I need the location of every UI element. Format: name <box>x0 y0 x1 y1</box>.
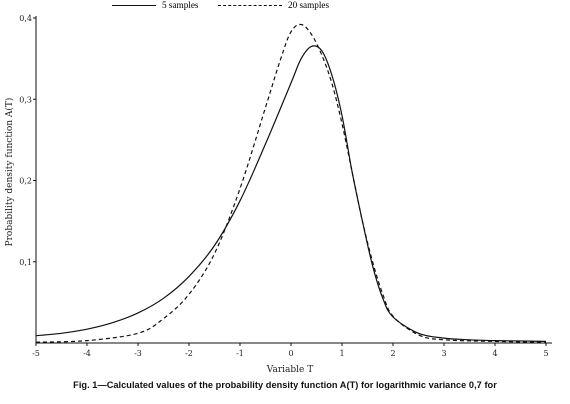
legend-item-20-samples: 20 samples <box>218 0 329 10</box>
chart: -5 -4 -3 -2 -1 0 1 2 3 4 5 0,1 0,2 0,3 0,4 Probability… <box>4 14 552 375</box>
x-tick-label: 4 <box>492 349 497 358</box>
legend-label-5-samples: 5 samples <box>162 0 199 10</box>
caption-prefix: Fig. 1 <box>73 380 98 390</box>
y-tick-label: 0,2 <box>19 177 32 186</box>
x-tick-label: 0 <box>288 349 293 358</box>
caption-text: —Calculated values of the probability de… <box>97 380 497 390</box>
y-tick-label: 0,3 <box>19 95 32 104</box>
y-tick-label: 0,1 <box>19 258 32 267</box>
series-line-20-samples <box>35 23 547 343</box>
legend-swatch-solid <box>112 4 156 6</box>
figure-caption: Fig. 1—Calculated values of the probabil… <box>0 380 570 390</box>
x-tick-label: 1 <box>339 349 344 358</box>
legend-label-20-samples: 20 samples <box>288 0 330 10</box>
x-tick-label: 5 <box>543 349 548 358</box>
x-tick-label: -4 <box>83 349 91 358</box>
x-tick-label: -2 <box>185 349 193 358</box>
axes <box>35 16 552 344</box>
series-line-5-samples <box>35 45 547 342</box>
legend-swatch-dashed <box>218 4 282 6</box>
y-tick-label: 0,4 <box>19 14 32 23</box>
ticks: -5 -4 -3 -2 -1 0 1 2 3 4 5 0,1 0,2 0,3 0,4 <box>19 14 548 358</box>
series-layer <box>35 23 547 343</box>
x-tick-label: 2 <box>390 349 395 358</box>
legend: 5 samples 20 samples <box>0 0 570 11</box>
x-tick-label: 3 <box>441 349 446 358</box>
y-axis-title: Probability density function A(T) <box>4 98 15 247</box>
x-tick-label: -5 <box>32 349 40 358</box>
legend-item-5-samples: 5 samples <box>112 0 199 10</box>
x-tick-label: -3 <box>134 349 142 358</box>
x-tick-label: -1 <box>236 349 244 358</box>
x-axis-title: Variable T <box>266 365 313 375</box>
